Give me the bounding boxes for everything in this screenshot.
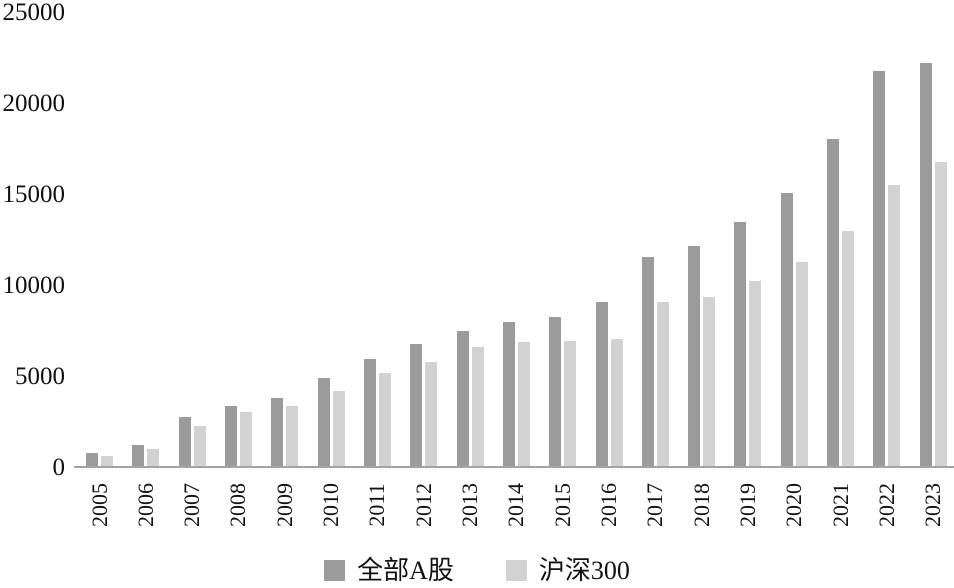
x-tick-label-2017: 2017: [642, 483, 668, 527]
bar-沪深300-2006: [147, 448, 160, 468]
bar-全部A股-2012: [410, 344, 423, 468]
bar-全部A股-2006: [132, 445, 145, 468]
y-tick-label: 5000: [15, 363, 65, 390]
x-tick-label-2007: 2007: [179, 483, 205, 527]
y-tick-label: 15000: [2, 181, 66, 208]
bar-全部A股-2010: [317, 377, 330, 468]
bar-沪深300-2021: [842, 231, 855, 468]
bar-全部A股-2018: [688, 245, 701, 468]
bar-全部A股-2014: [502, 322, 515, 468]
bar-沪深300-2011: [378, 373, 391, 468]
bar-全部A股-2020: [780, 193, 793, 468]
legend-label-all-a-shares: 全部A股: [357, 555, 454, 585]
bar-全部A股-2022: [873, 71, 886, 468]
bar-沪深300-2009: [286, 406, 299, 468]
bar-全部A股-2011: [363, 358, 376, 468]
bar-沪深300-2010: [332, 390, 345, 468]
y-tick-label: 20000: [2, 90, 66, 117]
bar-沪深300-2012: [425, 362, 438, 468]
x-tick-label-2015: 2015: [549, 483, 575, 527]
bar-全部A股-2015: [549, 316, 562, 468]
x-tick-label-2010: 2010: [318, 483, 344, 527]
bar-沪深300-2018: [703, 296, 716, 468]
x-axis-line: [74, 466, 954, 468]
x-tick-label-2018: 2018: [688, 483, 714, 527]
bar-全部A股-2009: [271, 397, 284, 468]
bar-全部A股-2013: [456, 330, 469, 468]
bar-全部A股-2008: [224, 406, 237, 468]
x-tick-label-2008: 2008: [225, 483, 251, 527]
bar-沪深300-2007: [193, 426, 206, 468]
x-tick-label-2013: 2013: [457, 483, 483, 527]
bar-沪深300-2023: [934, 162, 947, 468]
x-tick-label-2011: 2011: [364, 483, 390, 527]
bar-沪深300-2020: [795, 262, 808, 468]
bar-沪深300-2022: [888, 185, 901, 468]
x-tick-label-2019: 2019: [734, 483, 760, 527]
legend-swatch-csi300: [505, 560, 527, 581]
bar-全部A股-2021: [827, 138, 840, 468]
x-tick-label-2006: 2006: [132, 483, 158, 527]
bar-沪深300-2017: [656, 302, 669, 468]
x-tick-label-2012: 2012: [410, 483, 436, 527]
bar-沪深300-2005: [101, 456, 113, 468]
y-tick-label: 25000: [2, 0, 66, 26]
legend-swatch-all-a-shares: [324, 560, 346, 581]
x-tick-label-2021: 2021: [827, 483, 853, 527]
x-tick-label-2009: 2009: [271, 483, 297, 527]
bar-沪深300-2008: [239, 411, 252, 468]
x-tick-label-2022: 2022: [873, 483, 899, 527]
bar-全部A股-2019: [734, 222, 747, 468]
bar-沪深300-2015: [564, 340, 577, 468]
y-tick-label: 0: [52, 454, 66, 481]
bar-全部A股-2005: [86, 453, 98, 468]
legend: 全部A股 沪深300: [0, 553, 954, 588]
bar-全部A股-2016: [595, 302, 608, 468]
y-tick-label: 10000: [2, 272, 66, 299]
bar-沪深300-2014: [517, 342, 530, 468]
x-tick-label-2005: 2005: [86, 483, 112, 527]
x-tick-label-2016: 2016: [596, 483, 622, 527]
bar-全部A股-2023: [919, 63, 932, 468]
bar-全部A股-2017: [641, 256, 654, 468]
bar-沪深300-2013: [471, 346, 484, 468]
x-tick-label-2014: 2014: [503, 483, 529, 527]
bar-沪深300-2019: [749, 280, 762, 468]
legend-label-csi300: 沪深300: [538, 555, 630, 585]
bar-全部A股-2007: [178, 417, 191, 468]
x-tick-label-2023: 2023: [920, 483, 946, 527]
bar-沪深300-2016: [610, 338, 623, 468]
x-tick-label-2020: 2020: [781, 483, 807, 527]
